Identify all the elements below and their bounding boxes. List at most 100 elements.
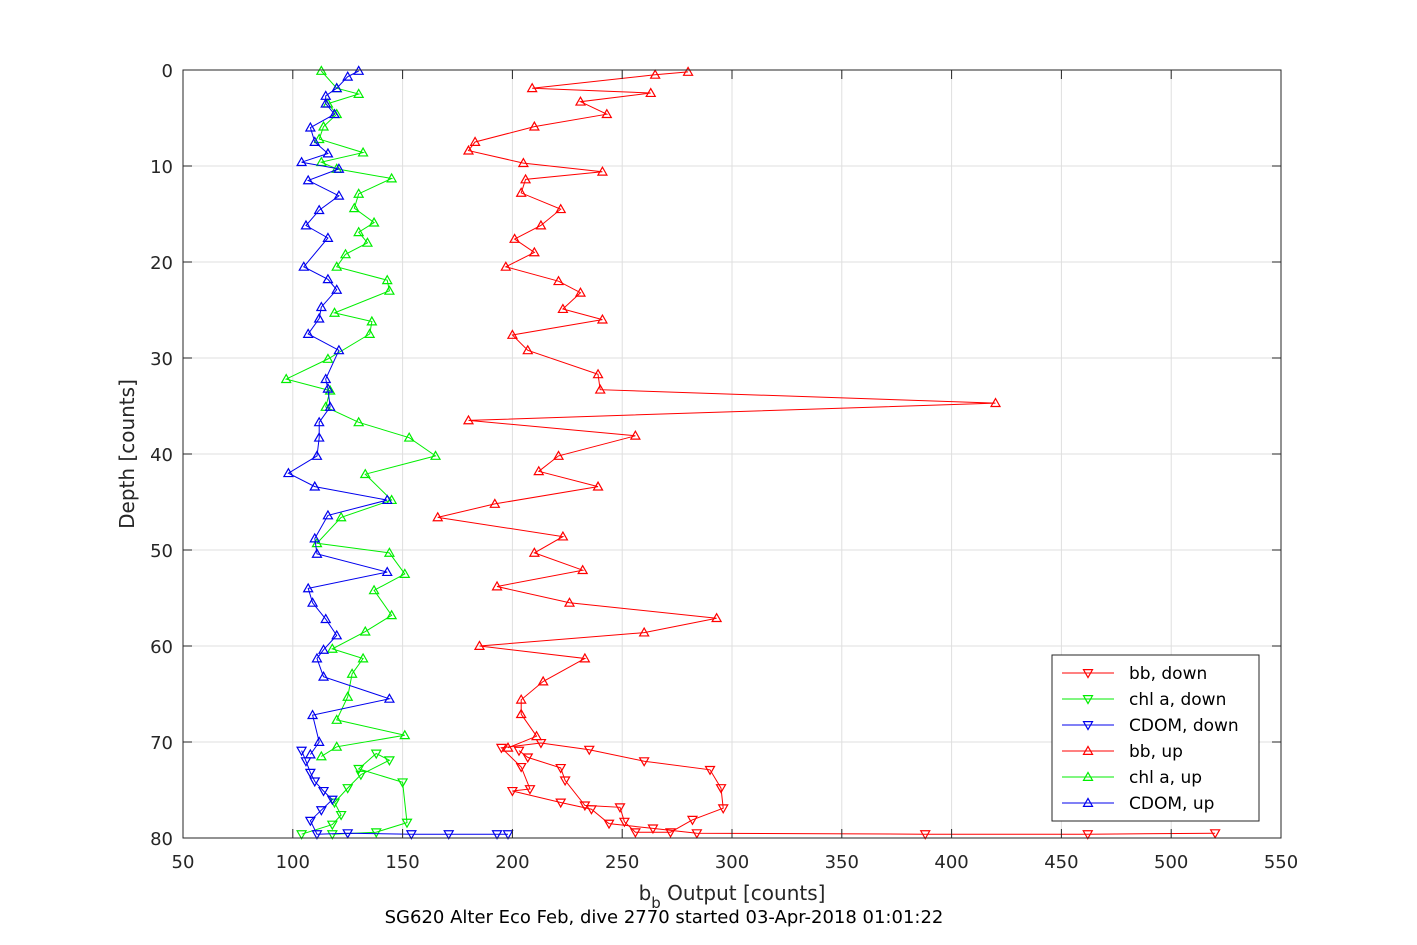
data-point bbox=[322, 147, 334, 158]
data-point bbox=[489, 498, 501, 508]
data-point bbox=[326, 830, 338, 840]
data-point bbox=[313, 133, 325, 144]
data-point bbox=[500, 261, 512, 271]
data-point bbox=[1209, 829, 1221, 839]
legend-marker bbox=[1082, 771, 1094, 781]
data-point bbox=[557, 303, 569, 314]
data-point bbox=[331, 741, 343, 751]
data-point bbox=[309, 532, 321, 543]
data-point bbox=[552, 275, 565, 286]
caption: SG620 Alter Eco Feb, dive 2770 started 0… bbox=[385, 907, 944, 928]
data-point bbox=[326, 643, 338, 653]
legend: bb, down chl a, down CDOM, down bb, up chl a… bbox=[1051, 654, 1260, 822]
x-axis-label-main: b bbox=[639, 881, 652, 905]
series-line bbox=[287, 70, 392, 755]
y-tick-label: 50 bbox=[150, 541, 173, 562]
data-point bbox=[585, 805, 597, 815]
data-point bbox=[491, 830, 503, 840]
y-tick-label: 70 bbox=[150, 733, 173, 754]
data-point bbox=[309, 480, 321, 491]
data-point bbox=[322, 273, 334, 284]
data-point bbox=[315, 750, 327, 761]
data-point bbox=[596, 166, 608, 176]
data-point bbox=[528, 120, 540, 131]
data-point bbox=[629, 828, 641, 838]
data-point bbox=[304, 121, 316, 132]
data-point bbox=[346, 668, 358, 678]
data-point bbox=[383, 285, 395, 295]
series-line bbox=[500, 742, 1216, 835]
data-point bbox=[638, 626, 650, 637]
data-point bbox=[506, 786, 518, 797]
y-tick-label: 30 bbox=[150, 349, 173, 370]
x-tick-label: 200 bbox=[495, 852, 529, 873]
data-point bbox=[296, 156, 308, 167]
data-point bbox=[520, 173, 532, 184]
data-point bbox=[686, 815, 699, 826]
data-point bbox=[311, 652, 323, 663]
data-point bbox=[331, 629, 343, 640]
data-point bbox=[559, 776, 571, 787]
data-point bbox=[331, 714, 343, 724]
data-point bbox=[353, 764, 365, 775]
data-point bbox=[370, 828, 382, 838]
x-tick-label: 350 bbox=[825, 852, 859, 873]
data-point bbox=[368, 216, 380, 227]
data-point bbox=[311, 830, 323, 840]
data-point bbox=[318, 120, 330, 131]
data-point bbox=[502, 742, 514, 752]
data-point bbox=[304, 748, 316, 759]
data-point bbox=[282, 467, 294, 478]
y-tick-label: 20 bbox=[150, 253, 173, 274]
x-tick-label: 400 bbox=[934, 852, 968, 873]
data-point bbox=[333, 190, 345, 200]
data-point bbox=[311, 537, 323, 548]
data-point bbox=[313, 736, 325, 746]
data-point bbox=[629, 430, 641, 440]
data-point bbox=[304, 768, 316, 779]
y-tick-label: 80 bbox=[150, 829, 173, 850]
data-point bbox=[522, 753, 534, 764]
legend-marker bbox=[1082, 745, 1094, 755]
y-tick-label: 40 bbox=[150, 445, 173, 466]
data-point bbox=[614, 803, 626, 813]
data-point bbox=[462, 414, 475, 425]
data-point bbox=[509, 233, 521, 243]
data-point bbox=[495, 743, 507, 754]
data-point bbox=[353, 188, 365, 198]
data-point bbox=[638, 757, 650, 767]
data-point bbox=[302, 328, 314, 338]
data-point bbox=[583, 745, 595, 756]
legend-marker bbox=[1082, 797, 1094, 807]
data-point bbox=[311, 450, 323, 460]
data-point bbox=[563, 597, 576, 607]
data-point bbox=[506, 329, 518, 339]
data-point bbox=[359, 468, 371, 479]
data-point bbox=[528, 246, 540, 257]
series-bb-down bbox=[495, 738, 1221, 840]
data-point bbox=[592, 480, 604, 491]
data-point bbox=[333, 163, 345, 173]
data-point bbox=[320, 97, 332, 108]
data-point bbox=[649, 69, 661, 79]
data-point bbox=[381, 494, 393, 505]
data-point bbox=[342, 829, 354, 839]
legend-label: chl a, up bbox=[1129, 768, 1202, 788]
x-tick-label: 50 bbox=[172, 852, 195, 873]
data-point bbox=[515, 708, 527, 719]
data-point bbox=[342, 691, 354, 701]
y-axis-label: Depth [counts] bbox=[115, 379, 139, 529]
data-point bbox=[537, 675, 549, 686]
legend-label: bb, up bbox=[1129, 742, 1183, 762]
data-point bbox=[333, 344, 345, 355]
series-layer bbox=[280, 65, 1221, 840]
data-point bbox=[361, 237, 373, 247]
data-point bbox=[313, 431, 325, 442]
data-point bbox=[469, 136, 481, 146]
data-point bbox=[383, 756, 395, 766]
series-line bbox=[284, 70, 437, 757]
data-point bbox=[364, 328, 376, 338]
data-point bbox=[386, 609, 398, 620]
data-point bbox=[430, 450, 442, 460]
